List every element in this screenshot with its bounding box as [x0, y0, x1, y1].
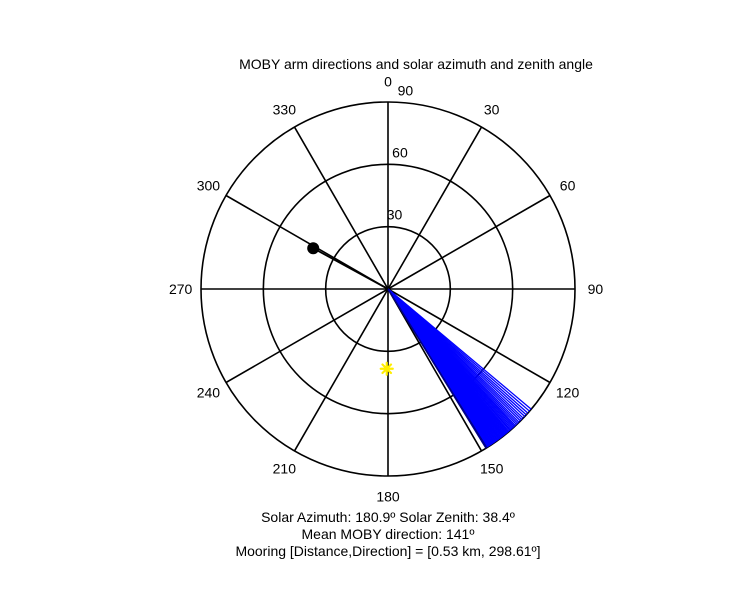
- caption-line-3: Mooring [Distance,Direction] = [0.53 km,…: [235, 543, 540, 559]
- caption-line-2: Mean MOBY direction: 141º: [302, 526, 475, 542]
- spoke-210: [293, 288, 389, 452]
- radial-label-60: 60: [392, 144, 408, 160]
- angle-label-60: 60: [560, 177, 576, 193]
- angle-label-120: 120: [556, 385, 580, 401]
- radial-label-90: 90: [398, 82, 414, 98]
- spoke-30: [387, 126, 483, 290]
- angle-label-90: 90: [588, 281, 604, 297]
- angle-label-180: 180: [376, 488, 400, 504]
- moby-arm-line-1-1: [387, 288, 487, 449]
- mooring-marker: [307, 242, 320, 255]
- chart-title: MOBY arm directions and solar azimuth an…: [239, 56, 593, 72]
- angle-label-240: 240: [197, 385, 221, 401]
- angle-label-210: 210: [273, 461, 297, 477]
- sun-marker: [379, 361, 394, 376]
- radial-label-30: 30: [387, 206, 403, 222]
- spoke-120: [387, 288, 551, 384]
- angle-label-300: 300: [197, 177, 221, 193]
- angle-label-150: 150: [480, 461, 504, 477]
- tick-labels: 0 30 60 90 120 150 180 210 240 270 300 330 30 60 90: [169, 74, 603, 505]
- caption-line-1: Solar Azimuth: 180.9º Solar Zenith: 38.4…: [261, 509, 515, 525]
- spoke-60: [387, 194, 551, 290]
- angle-label-0: 0: [384, 74, 392, 90]
- angle-label-330: 330: [273, 101, 297, 117]
- spoke-240: [225, 288, 389, 384]
- angle-label-30: 30: [484, 101, 500, 117]
- data-layer: [307, 242, 532, 449]
- spoke-150: [387, 288, 483, 452]
- polar-grid: [200, 101, 576, 477]
- spoke-330: [293, 126, 389, 290]
- angle-label-270: 270: [169, 281, 193, 297]
- mooring-direction-line: [312, 247, 389, 290]
- sun-marker-core: [383, 365, 390, 372]
